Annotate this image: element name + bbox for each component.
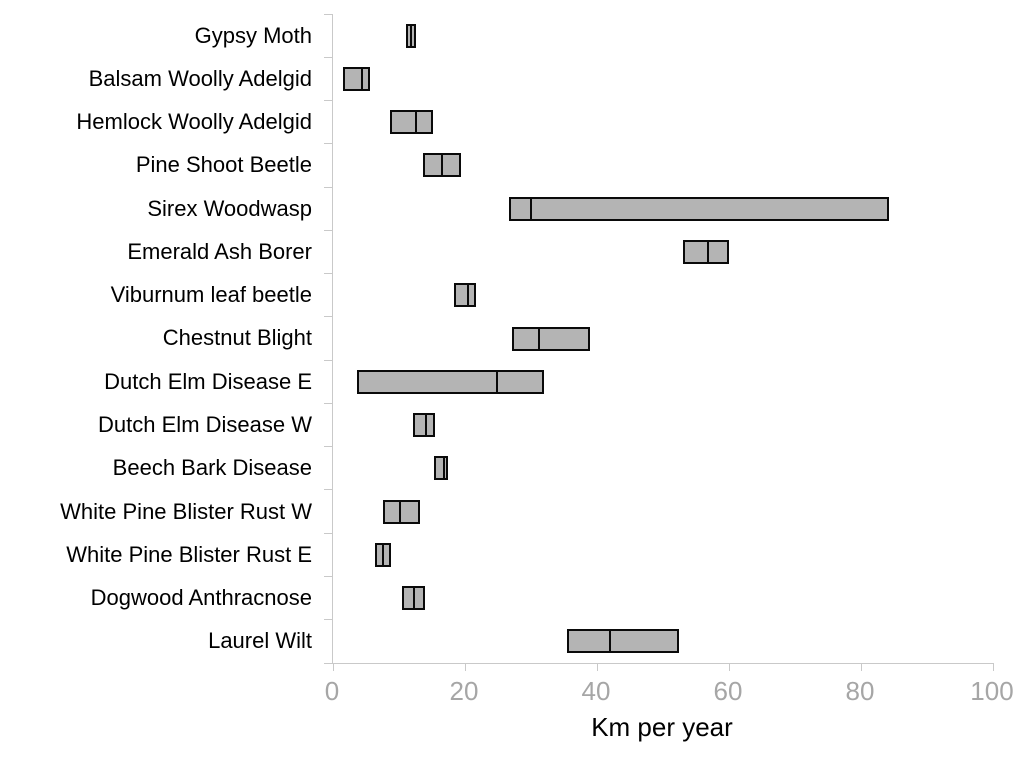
median-line bbox=[413, 586, 416, 611]
y-axis-tick bbox=[324, 273, 332, 275]
x-axis-tick bbox=[993, 663, 994, 671]
category-label: Dutch Elm Disease E bbox=[104, 368, 312, 394]
category-label: Balsam Woolly Adelgid bbox=[88, 65, 312, 91]
range-bar bbox=[511, 326, 591, 351]
range-bar bbox=[412, 413, 435, 438]
category-label: Gypsy Moth bbox=[194, 22, 312, 48]
median-line bbox=[440, 153, 443, 178]
median-line bbox=[609, 629, 612, 654]
category-label: Laurel Wilt bbox=[208, 628, 312, 654]
y-axis-tick bbox=[324, 186, 332, 188]
category-label: Beech Bark Disease bbox=[112, 455, 312, 481]
category-label: Emerald Ash Borer bbox=[127, 238, 312, 264]
x-axis-tick bbox=[465, 663, 466, 671]
y-axis-tick bbox=[324, 662, 332, 664]
range-bar bbox=[390, 110, 434, 135]
x-axis-tick bbox=[861, 663, 862, 671]
category-label: Pine Shoot Beetle bbox=[135, 152, 312, 178]
y-axis-tick bbox=[324, 143, 332, 145]
x-tick-label: 20 bbox=[449, 676, 479, 706]
category-label: Chestnut Blight bbox=[162, 325, 312, 351]
y-axis-tick bbox=[324, 359, 332, 361]
median-line bbox=[399, 499, 402, 524]
median-line bbox=[425, 413, 428, 438]
median-line bbox=[381, 542, 384, 567]
y-axis-tick bbox=[324, 229, 332, 231]
category-label: Sirex Woodwasp bbox=[147, 195, 312, 221]
y-axis-tick bbox=[324, 489, 332, 491]
y-axis-tick bbox=[324, 446, 332, 448]
y-axis-tick bbox=[324, 100, 332, 102]
x-tick-label: 80 bbox=[845, 676, 875, 706]
x-tick-label: 40 bbox=[581, 676, 611, 706]
category-label: White Pine Blister Rust W bbox=[60, 498, 312, 524]
category-label: Dogwood Anthracnose bbox=[90, 585, 312, 611]
median-line bbox=[495, 369, 498, 394]
median-line bbox=[537, 326, 540, 351]
range-bar bbox=[453, 283, 477, 308]
category-label: White Pine Blister Rust E bbox=[66, 541, 312, 567]
y-axis-tick bbox=[324, 575, 332, 577]
median-line bbox=[361, 66, 364, 91]
y-axis-tick bbox=[324, 532, 332, 534]
median-line bbox=[442, 456, 445, 481]
range-bar bbox=[509, 196, 890, 221]
y-axis-tick bbox=[324, 56, 332, 58]
x-axis-tick bbox=[597, 663, 598, 671]
range-bar bbox=[433, 456, 449, 481]
range-bar bbox=[342, 66, 370, 91]
x-axis-tick bbox=[729, 663, 730, 671]
median-line bbox=[409, 23, 412, 48]
range-bar bbox=[682, 239, 729, 264]
median-line bbox=[530, 196, 532, 221]
median-line bbox=[706, 239, 709, 264]
range-bar bbox=[567, 629, 679, 654]
plot-area bbox=[324, 13, 994, 671]
x-axis-title: Km per year bbox=[591, 712, 733, 742]
y-axis-tick bbox=[324, 316, 332, 318]
y-axis-tick bbox=[324, 13, 332, 15]
x-tick-label: 100 bbox=[970, 676, 1014, 706]
x-axis-tick bbox=[333, 663, 334, 671]
y-axis-tick bbox=[324, 402, 332, 404]
range-bar bbox=[356, 369, 544, 394]
median-line bbox=[466, 283, 469, 308]
y-axis-tick bbox=[324, 619, 332, 621]
category-label: Viburnum leaf beetle bbox=[110, 282, 312, 308]
x-tick-label: 60 bbox=[713, 676, 743, 706]
median-line bbox=[415, 110, 418, 135]
x-tick-label: 0 bbox=[324, 676, 340, 706]
category-axis: Gypsy Moth Balsam Woolly Adelgid Hemlock W… bbox=[0, 14, 318, 663]
category-label: Hemlock Woolly Adelgid bbox=[76, 109, 312, 135]
category-label: Dutch Elm Disease W bbox=[98, 412, 312, 438]
